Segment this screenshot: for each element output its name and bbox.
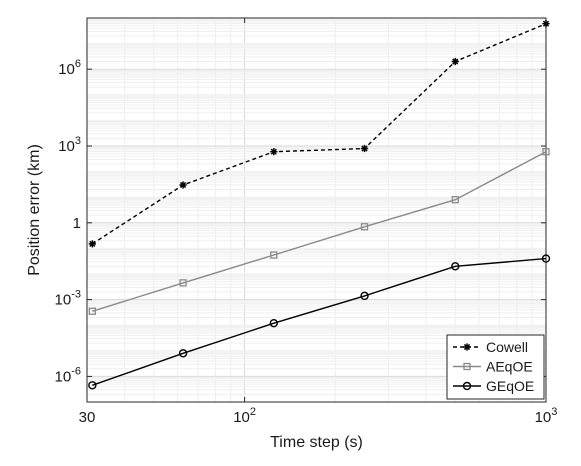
aeqoe-data-point [179, 279, 187, 287]
x-tick-label: 102 [233, 406, 256, 426]
legend-label-cowell: Cowell [486, 339, 528, 355]
cowell-data-point [179, 181, 187, 189]
legend-marker-cowell [463, 343, 471, 351]
y-axis-label: Position error (km) [26, 144, 43, 276]
cowell-data-point [451, 57, 459, 66]
legend-marker-geqoe [462, 381, 472, 391]
legend-label-geqoe: GEqOE [486, 378, 534, 394]
y-tick-label: 10-3 [55, 289, 81, 309]
y-tick-label: 103 [58, 135, 81, 155]
axis-ticks: 30 102 103 10-6 10-3 1 103 106 [55, 18, 558, 426]
aeqoe-data-point [88, 307, 96, 315]
x-axis-label: Time step (s) [270, 434, 363, 451]
series-lines [91, 23, 547, 386]
aeqoe-data-point [542, 148, 550, 156]
geqoe-data-point [360, 291, 369, 301]
cowell-series-line [91, 23, 547, 245]
geqoe-data-point [88, 381, 97, 390]
aeqoe-data-point [270, 251, 278, 259]
x-tick-label: 30 [79, 409, 96, 426]
geqoe-data-point [541, 254, 551, 263]
cowell-data-point [542, 20, 550, 28]
cowell-data-point [270, 148, 278, 156]
series-markers [88, 20, 551, 390]
legend-label-aeqoe: AEqOE [486, 359, 533, 375]
x-tick-label: 103 [535, 406, 558, 426]
aeqoe-data-point [360, 223, 369, 231]
cowell-data-point [88, 240, 96, 248]
geqoe-series-line [92, 257, 547, 386]
geqoe-data-point [451, 262, 460, 271]
legend-marker-aeqoe [463, 362, 471, 371]
geqoe-data-point [178, 349, 188, 358]
geqoe-data-point [269, 318, 279, 328]
aeqoe-data-point [451, 196, 459, 204]
y-tick-label: 1 [73, 215, 81, 232]
plot-frame [86, 17, 547, 403]
aeqoe-series-line [92, 151, 547, 312]
legend: Cowell AEqOE GEqOE [446, 334, 545, 400]
cowell-data-point [360, 144, 369, 153]
y-tick-label: 10-6 [55, 365, 81, 385]
y-tick-label: 106 [58, 58, 81, 78]
